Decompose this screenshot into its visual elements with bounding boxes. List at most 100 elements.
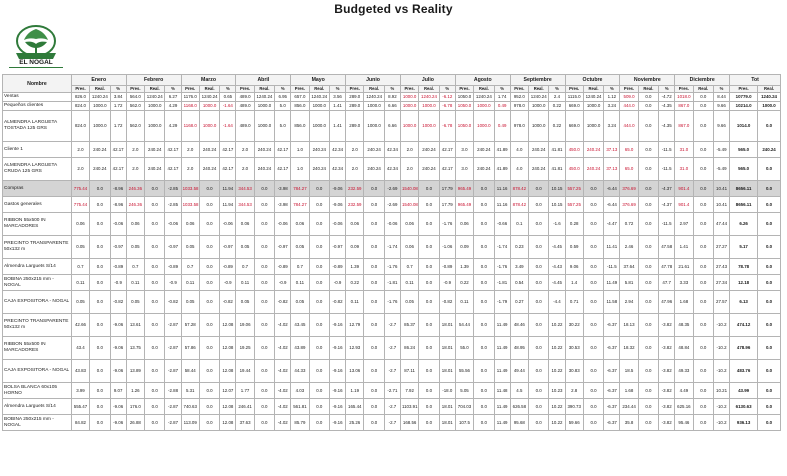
value-cell: 0.27	[509, 290, 529, 314]
value-cell: 21.61	[674, 258, 694, 275]
value-cell: 0.0	[363, 359, 385, 383]
value-cell: -0.89	[328, 258, 347, 275]
value-cell: 0.0	[308, 196, 331, 213]
value-cell: 42.66	[70, 313, 91, 337]
value-cell: -0.66	[493, 212, 511, 236]
value-cell: 54.44	[454, 313, 475, 337]
value-cell: 0.0	[198, 359, 221, 383]
total-cell: 0.0	[757, 212, 781, 236]
value-cell: 0.06	[399, 235, 420, 259]
value-cell: 0.0	[473, 313, 495, 337]
value-cell: 1.39	[345, 258, 365, 275]
value-cell: 0.0	[692, 290, 714, 314]
value-cell: 11.94	[219, 196, 237, 213]
value-cell: 450.0	[564, 141, 584, 158]
value-cell: -4.45	[548, 274, 566, 291]
real-subheader: Real.	[253, 85, 276, 93]
value-cell: 246.36	[125, 196, 146, 213]
value-cell: 240.24	[363, 157, 385, 181]
value-cell: -3.82	[658, 398, 676, 415]
value-cell: 0.0	[692, 92, 714, 102]
value-cell: -2.87	[164, 414, 182, 431]
value-cell: 0.0	[418, 196, 440, 213]
value-cell: -0.06	[328, 212, 347, 236]
value-cell: 1115.0	[564, 92, 584, 102]
real-subheader: Real.	[473, 85, 495, 93]
value-cell: 86.24	[399, 336, 420, 360]
pres-subheader: Pres.	[290, 85, 310, 93]
total-cell: 565.0	[729, 157, 759, 181]
value-cell: 1240.24	[198, 92, 221, 102]
value-cell: 965.49	[454, 196, 475, 213]
value-cell: 0.0	[473, 258, 495, 275]
value-cell: -10.2	[712, 359, 731, 383]
value-cell: 12.79	[345, 313, 365, 337]
value-cell: 0.0	[308, 235, 331, 259]
value-cell: 12.08	[219, 336, 237, 360]
value-cell: 19.06	[235, 313, 255, 337]
value-cell: 240.24	[143, 157, 166, 181]
value-cell: 0.0	[143, 235, 166, 259]
value-cell: 0.0	[527, 359, 550, 383]
value-cell: 1103.91	[399, 398, 420, 415]
value-cell: -9.06	[109, 313, 127, 337]
value-cell: -11.5	[603, 258, 621, 275]
value-cell: 0.0	[89, 398, 111, 415]
row-label: Ventas	[2, 92, 72, 102]
value-cell: 10.23	[548, 382, 566, 399]
value-cell: 0.0	[637, 110, 660, 142]
value-cell: 0.0	[473, 359, 495, 383]
value-cell: 562.0	[125, 101, 146, 111]
row-label: Cliente 1	[2, 141, 72, 158]
value-cell: 9.07	[109, 382, 127, 399]
value-cell: 1000.0	[253, 101, 276, 111]
value-cell: 0.0	[253, 274, 276, 291]
value-cell: 0.0	[308, 313, 331, 337]
value-cell: 1240.24	[308, 92, 331, 102]
value-cell: 234.44	[619, 398, 639, 415]
value-cell: 43.89	[290, 336, 310, 360]
value-cell: -9.06	[109, 359, 127, 383]
table-row: Pequeños clientes 824.0 1000.0 1.72 562.0 100…	[2, 101, 781, 111]
pres-subheader: Pres.	[564, 85, 584, 93]
value-cell: 42.34	[328, 141, 347, 158]
value-cell: 0.0	[253, 290, 276, 314]
value-cell: 1.41	[674, 235, 694, 259]
table-body: Ventas 826.0 1240.24 3.84 564.0 1240.24 6.27 11…	[2, 92, 781, 431]
value-cell: 5.81	[619, 274, 639, 291]
value-cell: 2.94	[619, 290, 639, 314]
value-cell: 3.99	[70, 382, 91, 399]
month-header: Marzo	[180, 74, 237, 86]
value-cell: 0.0	[253, 414, 276, 431]
value-cell: 0.0	[692, 141, 714, 158]
value-cell: 0.0	[582, 414, 605, 431]
value-cell: -0.06	[383, 212, 401, 236]
value-cell: 6.66	[383, 101, 401, 111]
value-cell: 0.0	[692, 398, 714, 415]
value-cell: -2.7	[383, 414, 401, 431]
row-label: ALMENDRA LARGUETA CRUDA 125 GRS	[2, 157, 72, 181]
value-cell: -9.06	[328, 196, 347, 213]
value-cell: 18.5	[619, 359, 639, 383]
table-row: RIBBON 55x500 IN MARCADORES 0.06 0.0 -0.06 0…	[2, 212, 781, 236]
value-cell: 0.0	[363, 382, 385, 399]
total-cell: 483.76	[729, 359, 759, 383]
value-cell: 25.26	[345, 414, 365, 431]
value-cell: 10.21	[712, 382, 731, 399]
value-cell: 0.7	[290, 258, 310, 275]
value-cell: 0.0	[418, 180, 440, 197]
value-cell: -6.37	[603, 382, 621, 399]
percent-subheader: %	[383, 85, 401, 93]
value-cell: 0.0	[637, 196, 660, 213]
value-cell: 0.0	[418, 290, 440, 314]
value-cell: 240.24	[198, 157, 221, 181]
header-nombre: Nombre	[2, 74, 72, 93]
value-cell: 0.0	[253, 212, 276, 236]
value-cell: 42.34	[383, 157, 401, 181]
value-cell: -4.02	[274, 414, 292, 431]
value-cell: 11.48	[493, 382, 511, 399]
table-row: Almendra Larguets S/14 0.7 0.0 -0.89 0.7 0.0-…	[2, 258, 781, 275]
value-cell: 48.35	[674, 313, 694, 337]
value-cell: 2.0	[125, 141, 146, 158]
value-cell: 0.0	[198, 313, 221, 337]
